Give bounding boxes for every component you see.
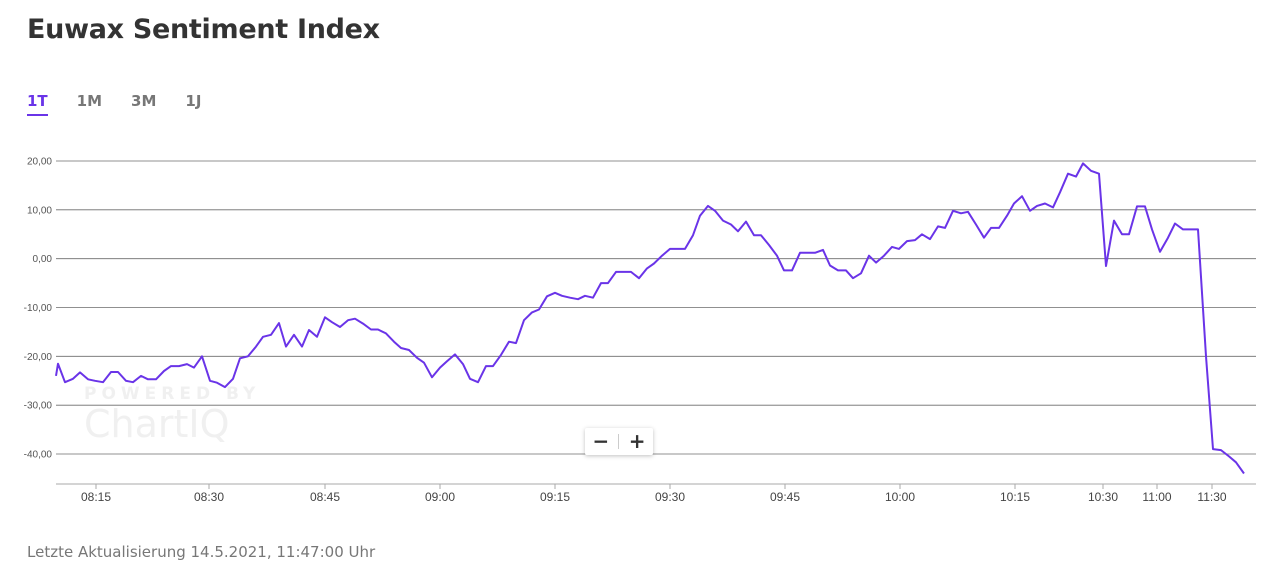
last-update-text: Letzte Aktualisierung 14.5.2021, 11:47:0… [27, 543, 376, 561]
x-tick-label: 10:15 [1000, 490, 1030, 504]
y-tick-label: -40,00 [24, 450, 53, 461]
x-tick-label: 10:00 [885, 490, 915, 504]
y-tick-label: -20,00 [24, 352, 53, 363]
x-tick-label: 09:15 [540, 490, 570, 504]
x-tick-label: 10:30 [1088, 490, 1118, 504]
zoom-separator [618, 434, 620, 449]
tab-1j[interactable]: 1J [185, 92, 202, 110]
zoom-in-button[interactable]: + [628, 429, 646, 453]
x-tick-label: 08:45 [310, 490, 340, 504]
x-tick-label: 09:30 [655, 490, 685, 504]
x-tick-label: 09:00 [425, 490, 455, 504]
y-tick-label: 0,00 [33, 254, 53, 265]
zoom-controls: − + [585, 428, 653, 455]
series-line [55, 162, 1245, 475]
sentiment-chart[interactable]: 20,00 10,00 0,00 -10,00 -20,00 -30,00 -40,00 08… [0, 140, 1271, 510]
x-tick-label: 09:45 [770, 490, 800, 504]
x-tick-label: 11:30 [1197, 490, 1226, 504]
y-tick-label: -10,00 [24, 303, 53, 314]
range-tabs: 1T 1M 3M 1J [27, 92, 230, 116]
x-tick-label: 08:15 [81, 490, 111, 504]
zoom-out-button[interactable]: − [592, 429, 610, 453]
page-title: Euwax Sentiment Index [27, 14, 380, 45]
tab-1m[interactable]: 1M [76, 92, 103, 110]
x-tick-label: 11:00 [1142, 490, 1171, 504]
y-tick-label: 10,00 [27, 205, 52, 216]
tab-1t[interactable]: 1T [27, 92, 48, 116]
y-tick-label: -30,00 [24, 401, 53, 412]
x-tick-label: 08:30 [194, 490, 224, 504]
tab-3m[interactable]: 3M [131, 92, 157, 110]
y-tick-label: 20,00 [27, 157, 52, 168]
